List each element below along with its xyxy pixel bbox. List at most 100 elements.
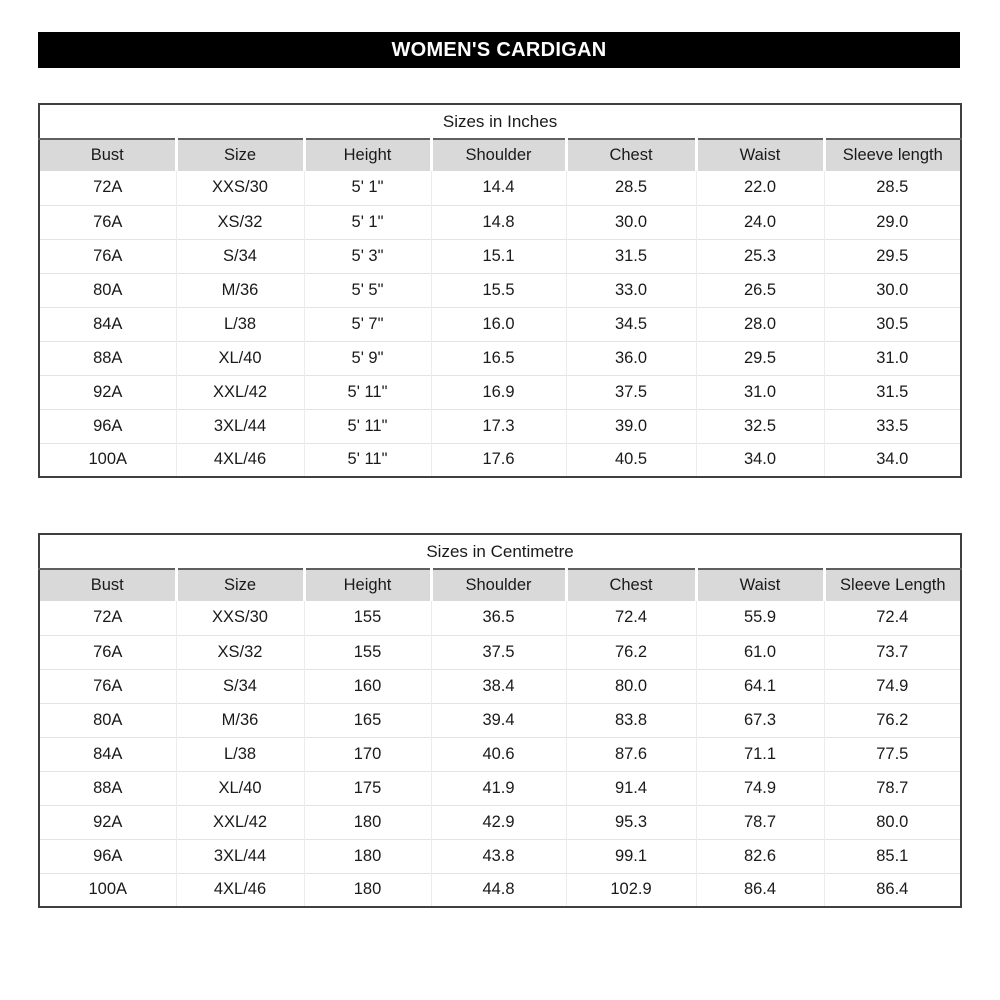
- table-cell: 30.0: [823, 272, 962, 307]
- table-cell: 83.8: [565, 702, 696, 737]
- table-caption-row: Sizes in Centimetre: [39, 534, 962, 570]
- table-row: 76A XS/32 5' 1" 14.8 30.0 24.0 29.0: [39, 204, 962, 239]
- table-cell: 76A: [39, 668, 176, 703]
- table-cell: 29.0: [823, 204, 962, 239]
- table-cell: XL/40: [175, 770, 304, 805]
- table-cell: 31.5: [565, 238, 696, 273]
- column-header-shoulder: Shoulder: [429, 139, 566, 171]
- table-cell: XXL/42: [175, 804, 304, 839]
- table-cell: 80.0: [823, 804, 962, 839]
- table-row: 88A XL/40 5' 9" 16.5 36.0 29.5 31.0: [39, 340, 962, 375]
- table-cell: 100A: [39, 442, 176, 477]
- table-cell: 180: [303, 804, 431, 839]
- table-row: 96A 3XL/44 180 43.8 99.1 82.6 85.1: [39, 838, 962, 873]
- size-table-inches: Sizes in Inches Bust Size Height Shoulder Che…: [38, 103, 963, 478]
- table-cell: 73.7: [823, 634, 962, 669]
- table-cell: 34.0: [695, 442, 824, 477]
- table-cell: 72A: [93, 178, 123, 197]
- table-cell: M/36: [175, 702, 304, 737]
- table-cell: 80A: [39, 702, 176, 737]
- table-cell: 165: [303, 702, 431, 737]
- table-cell: 3XL/44: [175, 838, 304, 873]
- table-cell: 5' 11": [303, 408, 431, 443]
- table-cell: 31.5: [823, 374, 962, 409]
- table-cell: 29.5: [823, 238, 962, 273]
- table-cell: 72.4: [565, 601, 696, 635]
- table-cell: 170: [303, 736, 431, 771]
- table-cell: 34.5: [565, 306, 696, 341]
- column-header-waist: Waist: [694, 569, 824, 601]
- table-cell: 16.5: [430, 340, 566, 375]
- table-cell: 32.5: [695, 408, 824, 443]
- table-cell: 37.5: [565, 374, 696, 409]
- table-cell: 39.0: [565, 408, 696, 443]
- table-cell: 160: [303, 668, 431, 703]
- column-header-bust: Bust: [39, 569, 176, 601]
- table-cell: 67.3: [695, 702, 824, 737]
- table-cell: 88A: [39, 770, 176, 805]
- table-cell: 4XL/46: [175, 872, 304, 907]
- table-cell: 38.4: [430, 668, 566, 703]
- column-header-sleeve-length: Sleeve Length: [822, 569, 962, 601]
- table-cell: S/34: [175, 238, 304, 273]
- table-cell: 84A: [39, 306, 176, 341]
- table-row: 72A XXS/30 155 36.5 72.4 55.9 72.4: [39, 601, 962, 635]
- table-cell: 72.4: [823, 601, 962, 635]
- table-cell: 155: [303, 634, 431, 669]
- table-cell: 72A: [93, 608, 123, 627]
- table-cell: 88A: [39, 340, 176, 375]
- table-cell: 25.3: [695, 238, 824, 273]
- table-cell: 26.5: [695, 272, 824, 307]
- column-header-size: Size: [174, 139, 304, 171]
- table-cell: 78.7: [695, 804, 824, 839]
- table-cell: 76A: [39, 634, 176, 669]
- table-row: 76A S/34 160 38.4 80.0 64.1 74.9: [39, 668, 962, 703]
- column-header-chest: Chest: [564, 139, 696, 171]
- tables-container: Sizes in Inches Bust Size Height Shoulder Che…: [0, 103, 1000, 908]
- table-cell: 76.2: [823, 702, 962, 737]
- table-cell: 76A: [39, 238, 176, 273]
- table-cell: 14.8: [430, 204, 566, 239]
- table-cell: 86.4: [695, 872, 824, 907]
- column-header-bust: Bust: [39, 139, 176, 171]
- table-cell: 102.9: [565, 872, 696, 907]
- table-cell: 71.1: [695, 736, 824, 771]
- table-cell: 28.0: [695, 306, 824, 341]
- table-cell: 180: [303, 872, 431, 907]
- table-row: 92A XXL/42 180 42.9 95.3 78.7 80.0: [39, 804, 962, 839]
- table-cell: 86.4: [823, 872, 962, 907]
- table-cell: 92A: [39, 804, 176, 839]
- page-title-bar: WOMEN'S CARDIGAN: [38, 32, 960, 68]
- table-cell: 28.5: [565, 171, 696, 205]
- column-header-size: Size: [174, 569, 304, 601]
- table-cell: L/38: [175, 736, 304, 771]
- column-header-chest: Chest: [564, 569, 696, 601]
- table-cell: 5' 9": [303, 340, 431, 375]
- table-cell: 37.5: [430, 634, 566, 669]
- table-cell: 30.0: [565, 204, 696, 239]
- table-cell: XXS/30: [175, 171, 304, 205]
- table-cell: 4XL/46: [175, 442, 304, 477]
- column-header-waist: Waist: [694, 139, 824, 171]
- column-header-sleeve-length: Sleeve length: [822, 139, 962, 171]
- page-title: WOMEN'S CARDIGAN: [391, 38, 607, 61]
- table-cell: 39.4: [430, 702, 566, 737]
- table-cell: 31.0: [823, 340, 962, 375]
- table-row: 76A XS/32 155 37.5 76.2 61.0 73.7: [39, 634, 962, 669]
- table-cell: 40.5: [565, 442, 696, 477]
- table-cell: 87.6: [565, 736, 696, 771]
- table-cell: 5' 1": [303, 204, 431, 239]
- table-cell: 16.9: [430, 374, 566, 409]
- table-cell: 42.9: [430, 804, 566, 839]
- table-cell: 175: [303, 770, 431, 805]
- table-cell: 95.3: [565, 804, 696, 839]
- table-cell: 43.8: [430, 838, 566, 873]
- table-header-row: Bust Size Height Shoulder Chest Waist Sleeve l…: [39, 139, 962, 171]
- table-cell: 22.0: [695, 171, 824, 205]
- table-row: 80A M/36 165 39.4 83.8 67.3 76.2: [39, 702, 962, 737]
- table-cell: 80A: [39, 272, 176, 307]
- table-cell: 3XL/44: [175, 408, 304, 443]
- table-cell: 64.1: [695, 668, 824, 703]
- table-cell: 5' 3": [303, 238, 431, 273]
- table-cell: 180: [303, 838, 431, 873]
